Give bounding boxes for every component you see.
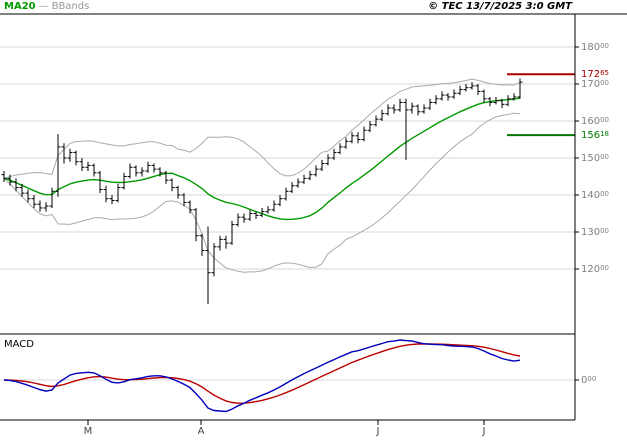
svg-text:18000: 18000 bbox=[581, 42, 609, 53]
svg-text:14000: 14000 bbox=[581, 190, 609, 201]
svg-text:A: A bbox=[198, 426, 205, 437]
chart-header: MA20— BBands © TEC 13/7/2025 3:0 GMT bbox=[0, 0, 627, 14]
macd-zero-label: 000 bbox=[581, 375, 596, 386]
ma20-line bbox=[3, 97, 521, 221]
svg-text:12000: 12000 bbox=[581, 264, 609, 275]
resistance-label: 17265 bbox=[581, 69, 609, 80]
svg-text:16000: 16000 bbox=[581, 116, 609, 127]
legend-separator: — bbox=[38, 1, 49, 12]
candles bbox=[1, 78, 523, 305]
svg-text:J: J bbox=[482, 426, 486, 437]
svg-text:15000: 15000 bbox=[581, 153, 609, 164]
price-gridlines bbox=[0, 46, 575, 381]
legend: MA20— BBands bbox=[4, 0, 89, 13]
legend-ma20-label: MA20 bbox=[4, 1, 36, 12]
svg-text:J: J bbox=[376, 426, 380, 437]
svg-text:13000: 13000 bbox=[581, 227, 609, 238]
legend-bbands-label: BBands bbox=[51, 1, 90, 12]
price-axis: 18000 17000 16000 15000 14000 13000 12000 bbox=[575, 42, 609, 275]
bollinger-bands bbox=[3, 78, 521, 273]
copyright-text: © TEC 13/7/2025 3:0 GMT bbox=[428, 1, 572, 12]
chart-frame bbox=[0, 13, 627, 421]
support-label: 15618 bbox=[581, 130, 609, 141]
macd-panel bbox=[3, 339, 521, 413]
svg-text:17000: 17000 bbox=[581, 79, 609, 90]
macd-label: MACD bbox=[4, 339, 34, 350]
svg-text:M: M bbox=[84, 426, 93, 437]
